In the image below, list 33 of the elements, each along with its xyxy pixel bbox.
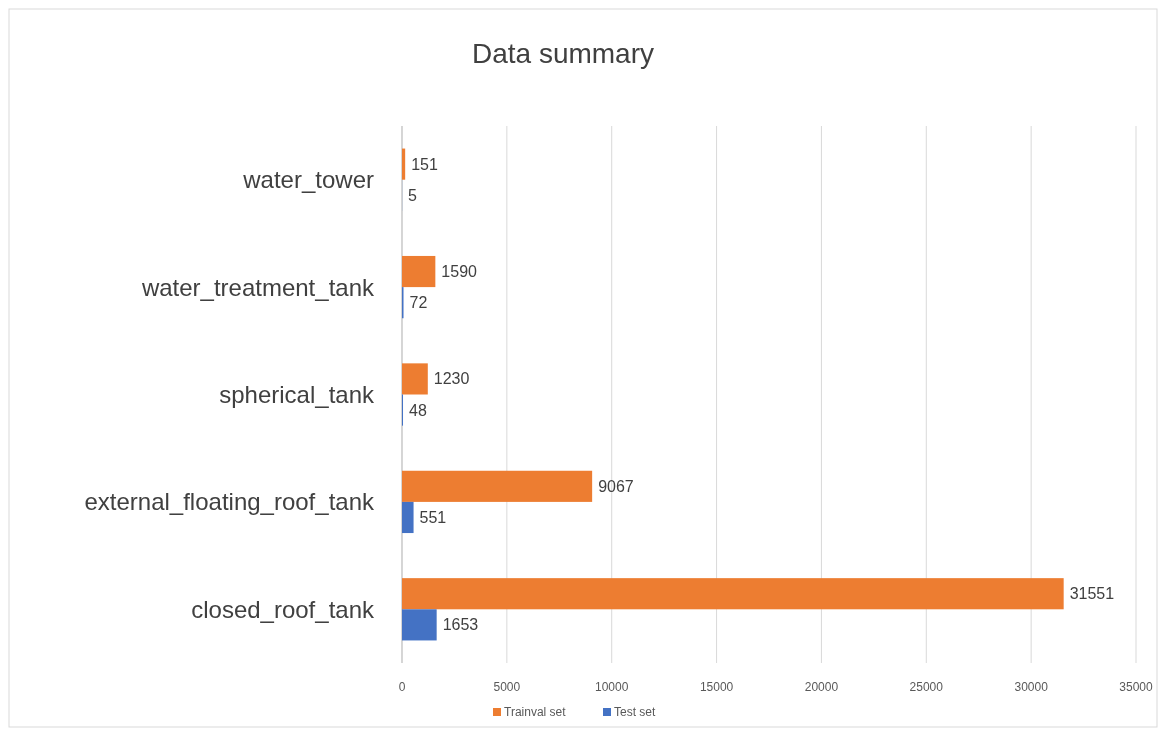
data-label: 9067 <box>598 477 634 495</box>
x-tick-label: 15000 <box>699 680 734 694</box>
y-tick-label: water_tower <box>242 166 374 194</box>
x-tick-label: 35000 <box>1119 680 1154 694</box>
chart-title: Data summary <box>471 38 655 69</box>
data-label: 5 <box>408 186 418 204</box>
bar <box>402 363 428 395</box>
legend-label: Trainval set <box>504 705 567 719</box>
data-label: 31551 <box>1069 585 1115 603</box>
bar <box>402 470 593 502</box>
x-tick-label: 0 <box>398 680 406 694</box>
y-tick-label: spherical_tank <box>219 381 375 408</box>
x-tick-label: 25000 <box>909 680 944 694</box>
data-label: 72 <box>409 294 428 312</box>
data-label: 551 <box>419 508 447 526</box>
bar <box>402 609 437 641</box>
data-label: 48 <box>409 401 427 419</box>
y-tick-label: water_treatment_tank <box>140 273 375 301</box>
data-label: 1653 <box>442 616 479 634</box>
data-label: 1230 <box>433 370 470 388</box>
data-label: 151 <box>411 155 438 173</box>
legend-label: Test set <box>614 705 657 719</box>
bar <box>402 501 414 534</box>
bar <box>402 255 436 288</box>
x-tick-label: 20000 <box>804 680 839 694</box>
x-tick-label: 5000 <box>493 680 521 694</box>
x-tick-label: 30000 <box>1014 680 1049 694</box>
y-tick-label: external_floating_roof_tank <box>84 488 375 516</box>
y-tick-label: closed_roof_tank <box>191 595 375 623</box>
data-label: 1590 <box>441 263 478 281</box>
bar <box>402 148 406 180</box>
x-tick-label: 10000 <box>595 680 629 694</box>
bar <box>402 578 1064 610</box>
